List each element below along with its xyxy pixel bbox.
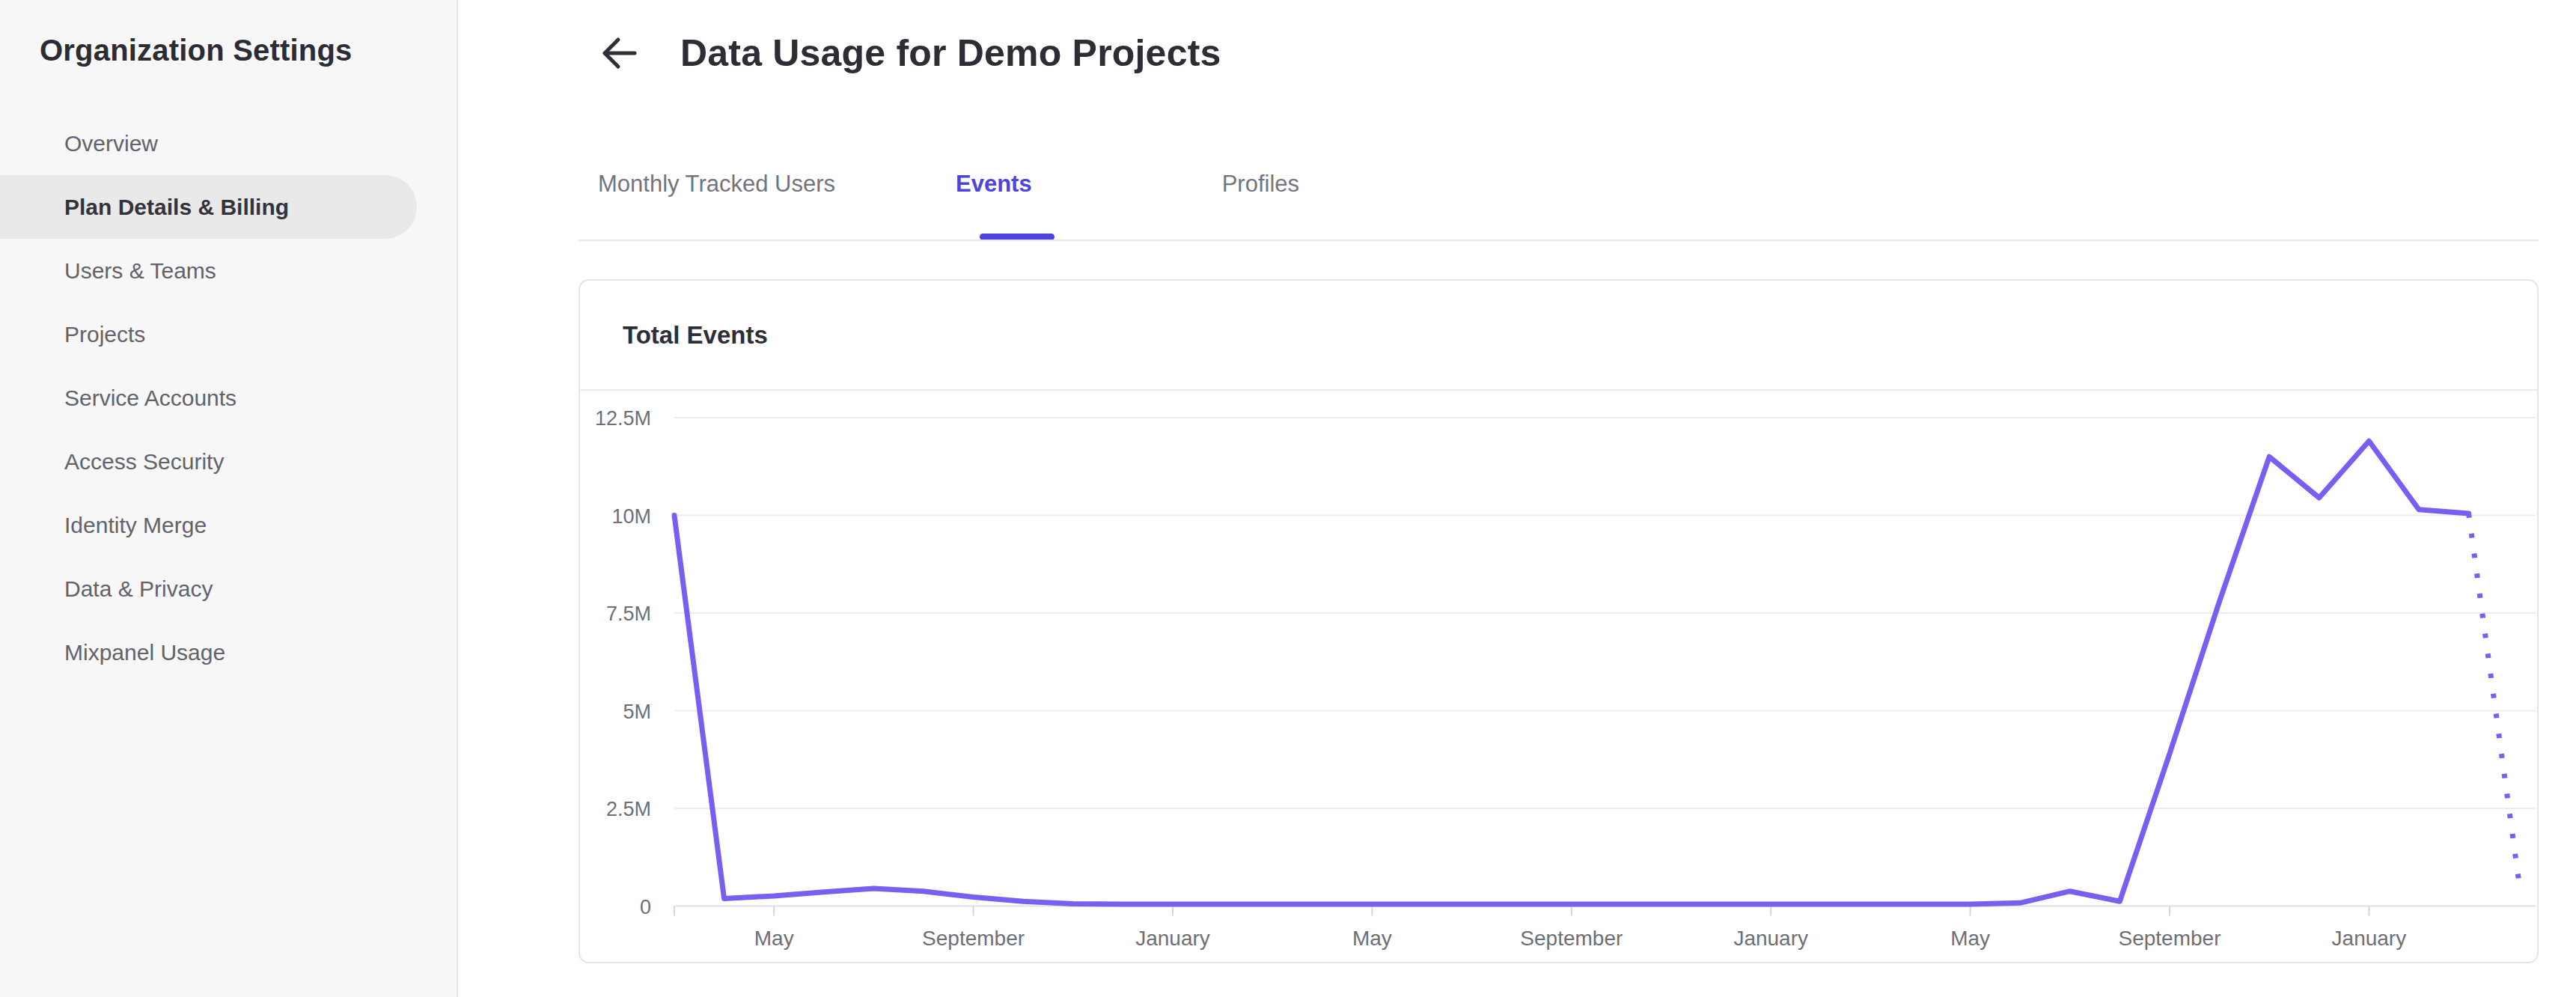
total-events-chart[interactable]: 0 2.5M 5M 7.5M 10M 12.5M May September January Ma… [580, 391, 2537, 962]
sidebar-item-service-accounts[interactable]: Service Accounts [0, 366, 417, 430]
svg-text:September: September [922, 927, 1025, 950]
tab-profiles[interactable]: Profiles [1222, 171, 1299, 198]
svg-text:7.5M: 7.5M [606, 603, 651, 625]
svg-text:2.5M: 2.5M [606, 798, 651, 820]
svg-text:January: January [1135, 927, 1210, 950]
total-events-card: Total Events 0 2.5M 5M 7.5M 10M 12.5M May Septe… [579, 279, 2539, 963]
sidebar-nav: Overview Plan Details & Billing Users & … [0, 112, 457, 684]
main-content: Data Usage for Demo Projects Monthly Tra… [458, 0, 2576, 997]
svg-text:January: January [2332, 927, 2407, 950]
svg-text:12.5M: 12.5M [595, 407, 651, 430]
sidebar-item-access-security[interactable]: Access Security [0, 430, 417, 493]
page-header: Data Usage for Demo Projects [599, 30, 2576, 76]
sidebar-item-plan-details-billing[interactable]: Plan Details & Billing [0, 175, 417, 239]
tab-events[interactable]: Events [956, 171, 1032, 198]
app-root: Organization Settings Overview Plan Deta… [0, 0, 2576, 997]
svg-text:0: 0 [640, 896, 651, 918]
tab-monthly-tracked-users[interactable]: Monthly Tracked Users [598, 171, 835, 198]
svg-text:May: May [1352, 927, 1392, 950]
card-title: Total Events [580, 281, 2537, 391]
svg-text:September: September [1520, 927, 1623, 950]
sidebar-item-overview[interactable]: Overview [0, 112, 417, 175]
sidebar-item-data-privacy[interactable]: Data & Privacy [0, 557, 417, 621]
sidebar-title: Organization Settings [40, 33, 457, 67]
left-arrow-icon [599, 35, 639, 71]
back-button[interactable] [599, 35, 639, 71]
svg-text:10M: 10M [611, 505, 651, 528]
svg-text:May: May [1950, 927, 1990, 950]
svg-text:May: May [754, 927, 794, 950]
tab-bar-divider [579, 240, 2539, 241]
svg-text:5M: 5M [623, 701, 651, 723]
tab-list: Monthly Tracked Users Events Profiles [579, 171, 2539, 198]
sidebar: Organization Settings Overview Plan Deta… [0, 0, 458, 997]
page-title: Data Usage for Demo Projects [680, 31, 1221, 75]
svg-text:September: September [2119, 927, 2221, 950]
sidebar-item-identity-merge[interactable]: Identity Merge [0, 493, 417, 557]
sidebar-item-mixpanel-usage[interactable]: Mixpanel Usage [0, 621, 417, 684]
tab-bar: Monthly Tracked Users Events Profiles [579, 171, 2539, 241]
svg-text:January: January [1733, 927, 1808, 950]
sidebar-item-projects[interactable]: Projects [0, 302, 417, 366]
sidebar-item-users-teams[interactable]: Users & Teams [0, 239, 417, 302]
